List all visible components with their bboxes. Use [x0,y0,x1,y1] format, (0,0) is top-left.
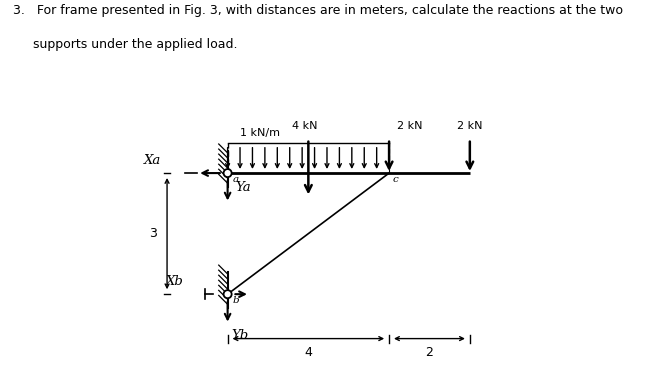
Text: 2: 2 [426,346,434,359]
Text: supports under the applied load.: supports under the applied load. [13,38,238,51]
Circle shape [223,290,232,298]
Text: 4: 4 [304,346,312,359]
Text: 2 kN: 2 kN [457,121,483,131]
Text: Xb: Xb [166,275,184,288]
Text: Ya: Ya [236,181,251,194]
Text: b: b [232,296,239,305]
Text: Yb: Yb [232,329,249,342]
Text: a: a [233,175,239,184]
Text: 3.   For frame presented in Fig. 3, with distances are in meters, calculate the : 3. For frame presented in Fig. 3, with d… [13,4,623,17]
Text: Xa: Xa [144,154,162,167]
Text: 1 kN/m: 1 kN/m [239,128,280,138]
Text: c: c [393,175,398,184]
Circle shape [223,169,232,177]
Text: 3: 3 [149,227,157,240]
Text: 2 kN: 2 kN [397,121,422,131]
Text: 4 kN: 4 kN [291,121,317,131]
